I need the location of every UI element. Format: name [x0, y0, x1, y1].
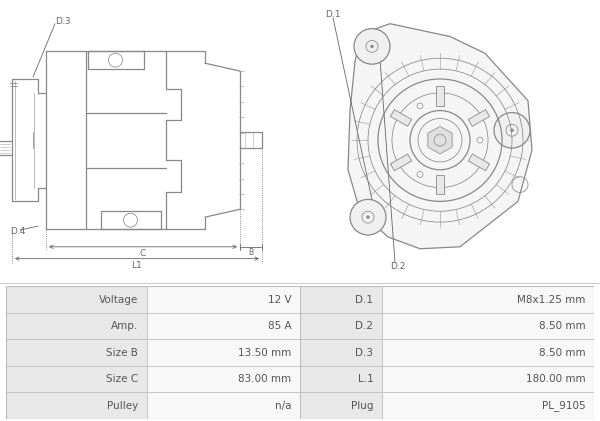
Text: PL_9105: PL_9105	[542, 400, 585, 411]
Text: 83.00 mm: 83.00 mm	[238, 374, 291, 384]
Text: M8x1.25 mm: M8x1.25 mm	[517, 295, 585, 304]
Bar	[300, 313, 382, 339]
Text: L.1: L.1	[358, 374, 373, 384]
Text: L1: L1	[131, 261, 142, 270]
Bar	[382, 339, 594, 366]
Bar	[147, 366, 300, 392]
Text: Amp.: Amp.	[111, 321, 138, 331]
Bar	[6, 286, 147, 313]
Bar	[147, 392, 300, 419]
Text: D.3: D.3	[355, 348, 373, 357]
Text: Size C: Size C	[106, 374, 138, 384]
Circle shape	[350, 200, 386, 235]
Polygon shape	[436, 175, 444, 195]
Bar	[6, 392, 147, 419]
Text: C: C	[140, 249, 146, 258]
Bar	[147, 313, 300, 339]
Bar	[6, 339, 147, 366]
Text: 8.50 mm: 8.50 mm	[539, 321, 585, 331]
Text: D.2: D.2	[390, 262, 406, 271]
Bar	[382, 392, 594, 419]
Text: 12 V: 12 V	[268, 295, 291, 304]
Circle shape	[367, 216, 370, 218]
Polygon shape	[348, 24, 532, 249]
Polygon shape	[391, 109, 412, 126]
Bar	[300, 286, 382, 313]
Bar	[147, 339, 300, 366]
Bar	[6, 366, 147, 392]
Text: 13.50 mm: 13.50 mm	[238, 348, 291, 357]
Text: B: B	[248, 248, 254, 257]
Polygon shape	[469, 154, 490, 171]
Circle shape	[371, 45, 373, 48]
Circle shape	[494, 112, 530, 148]
Bar	[382, 286, 594, 313]
Circle shape	[511, 129, 514, 132]
Bar	[300, 366, 382, 392]
Text: D.1: D.1	[325, 10, 341, 19]
Text: 85 A: 85 A	[268, 321, 291, 331]
Text: Pulley: Pulley	[107, 401, 138, 410]
Text: 8.50 mm: 8.50 mm	[539, 348, 585, 357]
Polygon shape	[428, 126, 452, 154]
Text: D.3: D.3	[55, 17, 71, 26]
Bar	[382, 313, 594, 339]
Bar	[382, 366, 594, 392]
Bar	[6, 313, 147, 339]
Text: Plug: Plug	[351, 401, 373, 410]
Text: D.1: D.1	[355, 295, 373, 304]
Bar	[300, 392, 382, 419]
Text: Voltage: Voltage	[99, 295, 138, 304]
Polygon shape	[436, 86, 444, 106]
Bar	[300, 339, 382, 366]
Text: Size B: Size B	[106, 348, 138, 357]
Polygon shape	[391, 154, 412, 171]
Text: 180.00 mm: 180.00 mm	[526, 374, 585, 384]
Polygon shape	[469, 109, 490, 126]
Bar	[147, 286, 300, 313]
Circle shape	[354, 29, 390, 64]
Text: n/a: n/a	[275, 401, 291, 410]
Text: D.2: D.2	[355, 321, 373, 331]
Text: D.4: D.4	[10, 227, 25, 237]
